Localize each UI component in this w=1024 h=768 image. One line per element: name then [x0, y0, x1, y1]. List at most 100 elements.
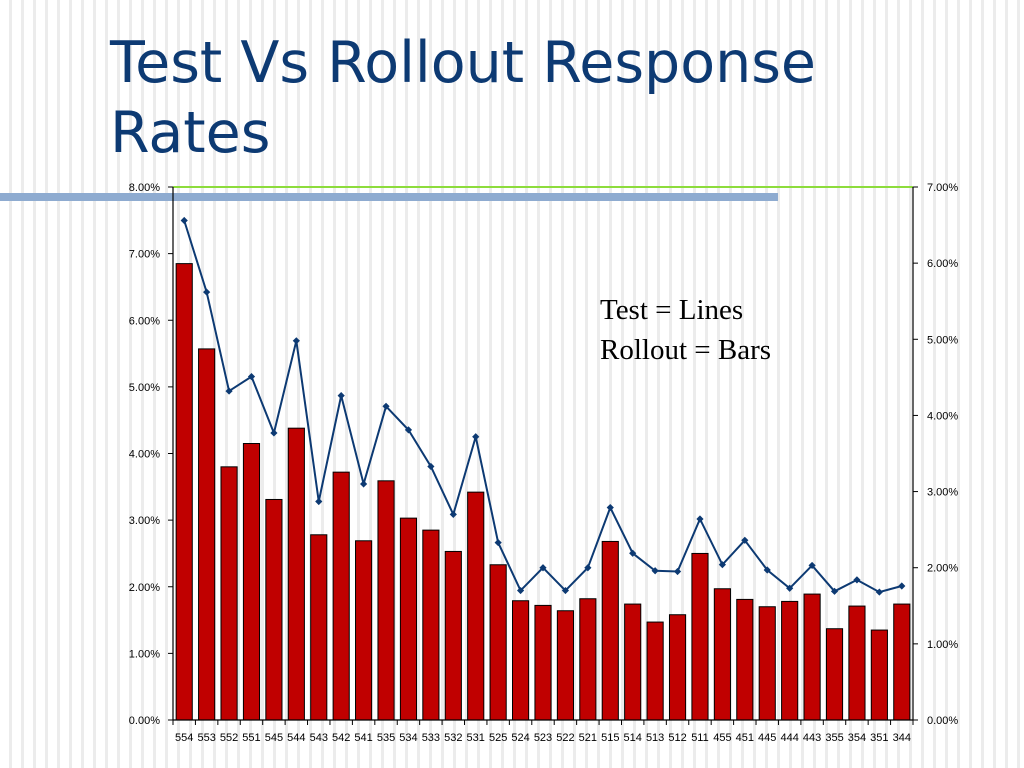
- test-point-351: [875, 588, 883, 596]
- x-category-label: 354: [848, 732, 866, 744]
- test-point-541: [360, 480, 368, 488]
- test-point-551: [247, 372, 256, 381]
- x-category-label: 552: [220, 732, 238, 744]
- x-category-label: 554: [175, 732, 193, 744]
- legend-test-lines: Test = Lines: [600, 294, 744, 326]
- test-point-511: [696, 515, 704, 523]
- test-point-455: [718, 561, 726, 569]
- chart-axes: [168, 186, 918, 725]
- test-point-514: [629, 549, 637, 557]
- x-category-label: 551: [242, 732, 260, 744]
- rollout-bar-533: [422, 529, 440, 721]
- rollout-bar-445: [758, 606, 776, 721]
- right-tick-label: 7.00%: [927, 182, 958, 194]
- rollout-bar-512: [668, 614, 687, 721]
- rollout-bar-351: [870, 629, 888, 721]
- slide-title: Test Vs Rollout Response Rates: [110, 30, 816, 166]
- x-category-label: 553: [197, 732, 215, 744]
- rollout-bar-455: [713, 588, 731, 721]
- x-category-label: 535: [377, 732, 395, 744]
- legend-rollout-bars: Rollout = Bars: [600, 334, 772, 366]
- x-category-label: 532: [444, 732, 462, 744]
- x-category-label: 543: [310, 732, 328, 744]
- left-tick-label: 7.00%: [129, 249, 160, 261]
- test-point-544: [292, 337, 300, 345]
- rollout-bar-524: [512, 600, 530, 721]
- rollout-bar-521: [579, 598, 597, 721]
- test-point-451: [741, 536, 749, 544]
- left-tick-label: 6.00%: [129, 315, 160, 327]
- test-point-513: [651, 567, 659, 575]
- title-underline-rule: [0, 193, 778, 201]
- test-point-545: [270, 429, 278, 437]
- test-point-512: [673, 567, 682, 576]
- test-point-543: [315, 497, 323, 506]
- test-point-445: [763, 566, 771, 574]
- test-point-355: [830, 587, 839, 595]
- test-point-523: [539, 564, 547, 572]
- axis-labels: 0.00% 1.00% 2.00% 3.00% 4.00% 5.00% 6.00% 7.00%…: [129, 182, 959, 744]
- rollout-bar-551: [242, 443, 261, 721]
- right-tick-label: 5.00%: [927, 334, 958, 346]
- x-category-label: 541: [354, 732, 372, 744]
- series-legend-note: Test = Lines Rollout = Bars: [600, 290, 771, 370]
- x-category-label: 351: [870, 732, 888, 744]
- left-tick-label: 1.00%: [129, 648, 160, 660]
- rollout-bar-543: [310, 534, 328, 721]
- test-point-533: [427, 462, 435, 471]
- right-tick-label: 3.00%: [927, 487, 958, 499]
- rollout-bar-534: [399, 517, 418, 721]
- x-category-label: 444: [780, 732, 798, 744]
- rollout-bar-531: [467, 491, 485, 721]
- rollout-bar-554: [175, 263, 193, 721]
- right-tick-label: 1.00%: [927, 639, 958, 651]
- test-point-535: [382, 402, 390, 410]
- rollout-bar-553: [198, 348, 216, 721]
- x-category-label: 533: [422, 732, 440, 744]
- x-category-label: 445: [758, 732, 776, 744]
- x-category-label: 525: [489, 732, 507, 744]
- test-point-521: [584, 564, 592, 572]
- test-point-443: [808, 561, 816, 570]
- test-point-524: [516, 586, 525, 595]
- rollout-bar-522: [556, 610, 574, 721]
- test-point-344: [898, 582, 906, 590]
- rollout-bar-542: [332, 471, 350, 721]
- rollout-bar-513: [646, 621, 664, 721]
- test-point-531: [472, 433, 480, 441]
- rollout-bar-355: [825, 628, 844, 721]
- test-point-515: [606, 503, 614, 512]
- x-category-label: 544: [287, 732, 305, 744]
- rollout-bar-535: [377, 480, 395, 721]
- test-point-532: [449, 510, 457, 519]
- left-tick-label: 8.00%: [129, 182, 160, 194]
- x-category-label: 524: [511, 732, 529, 744]
- rollout-bar-443: [803, 593, 821, 721]
- x-category-label: 511: [691, 732, 709, 744]
- rollout-bar-545: [265, 498, 283, 721]
- test-point-354: [853, 576, 861, 584]
- x-category-label: 443: [803, 732, 821, 744]
- rollout-bar-354: [848, 605, 866, 721]
- left-tick-label: 4.00%: [129, 449, 160, 461]
- rollout-bar-523: [534, 604, 552, 721]
- x-category-label: 512: [668, 732, 686, 744]
- test-point-444: [786, 584, 794, 592]
- x-category-label: 451: [736, 732, 754, 744]
- x-category-label: 513: [646, 732, 664, 744]
- x-category-label: 344: [893, 732, 911, 744]
- rollout-bars: [175, 263, 911, 721]
- rollout-bar-544: [287, 427, 305, 721]
- x-category-label: 545: [265, 732, 283, 744]
- test-point-522: [561, 586, 570, 595]
- test-point-554: [180, 216, 188, 225]
- x-category-label: 523: [534, 732, 552, 744]
- rollout-bar-451: [736, 598, 754, 721]
- test-point-534: [404, 426, 413, 434]
- test-line: [180, 216, 906, 596]
- left-tick-label: 5.00%: [129, 382, 160, 394]
- x-category-label: 355: [825, 732, 843, 744]
- x-category-label: 514: [624, 732, 642, 744]
- x-category-label: 521: [579, 732, 597, 744]
